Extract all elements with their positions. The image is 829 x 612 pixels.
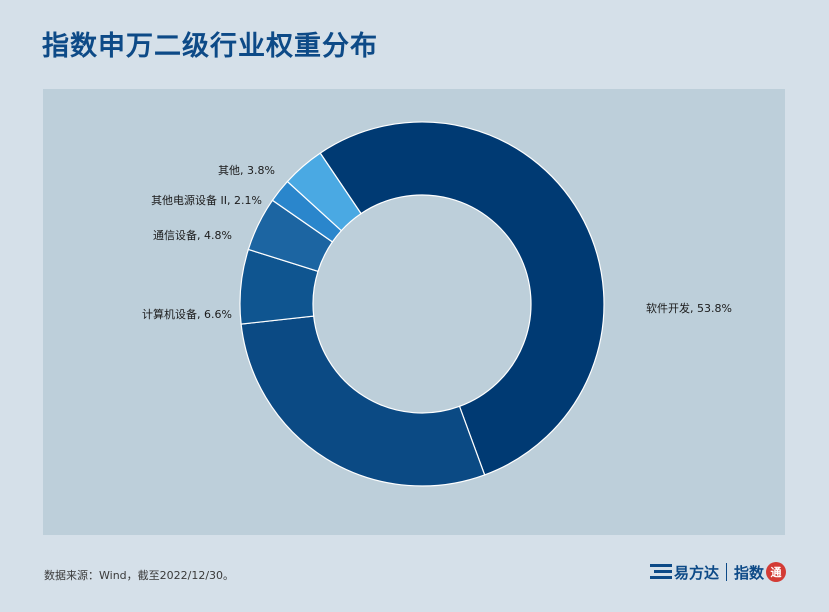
brand-name: 易方达: [674, 563, 720, 582]
chart-title: 指数申万二级行业权重分布: [42, 31, 378, 62]
brand-separator: [726, 563, 728, 581]
chart-panel: 软件开发, 53.8%IT服务II，28.8%计算机设备, 6.6%通信设备, …: [43, 89, 785, 535]
slice-label: 通信设备, 4.8%: [153, 228, 232, 242]
slice-label: 其他, 3.8%: [218, 164, 275, 177]
slice-label: 软件开发, 53.8%: [646, 301, 732, 315]
donut-slice: [319, 121, 605, 476]
donut-chart: 软件开发, 53.8%IT服务II，28.8%计算机设备, 6.6%通信设备, …: [142, 121, 732, 487]
brand-logo: 易方达 指数 通: [650, 559, 787, 585]
donut-slice: [286, 152, 362, 232]
brand-mark-icon: [650, 564, 672, 580]
donut-slice: [240, 315, 486, 487]
slice-label: 计算机设备, 6.6%: [142, 307, 232, 321]
data-source-note: 数据来源：Wind，截至2022/12/30。: [44, 569, 235, 582]
brand-subname: 指数: [734, 563, 765, 582]
slice-label: 其他电源设备 II, 2.1%: [151, 193, 262, 207]
brand-seal-icon: 通: [766, 562, 787, 582]
